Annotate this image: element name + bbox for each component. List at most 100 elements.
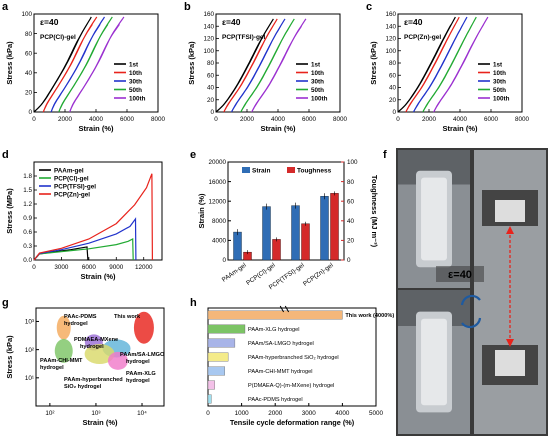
x-tick-label: 0 — [32, 264, 36, 271]
legend-label: 30th — [311, 78, 324, 85]
x-tick-label: 2000 — [58, 116, 73, 123]
y-axis-label: Stress (kPa) — [5, 41, 14, 85]
y2-tick-label: 0 — [347, 257, 351, 264]
panel-letter: a — [2, 1, 9, 13]
legend-swatch — [242, 167, 250, 173]
epsilon-label: ε=40 — [222, 17, 241, 27]
legend-label: 10th — [311, 70, 324, 77]
legend-label: PCP(TFSI)-gel — [54, 183, 96, 190]
y-tick-label: 0 — [210, 109, 214, 116]
series-line — [33, 217, 137, 261]
series-line-unload — [413, 24, 464, 113]
scatter-region — [133, 311, 154, 344]
legend-label: 10th — [129, 70, 142, 77]
series-line-unload — [433, 24, 484, 113]
x-axis-label: Tensile cycle deformation range (%) — [230, 418, 355, 427]
y-tick-label: 120 — [203, 36, 214, 43]
scatter-region — [56, 315, 71, 340]
point-label: PAAc-PDMS — [64, 314, 97, 320]
series-line-unload — [405, 24, 456, 113]
x-tick-label: 8000 — [151, 116, 166, 123]
scatter-region — [84, 343, 115, 364]
photo-unstretched-bottom — [398, 290, 470, 434]
y-axis-label: Stress (kPa) — [187, 41, 196, 85]
gel-label: PCP(TFSI)-gel — [222, 34, 266, 41]
y-tick-label: 100 — [21, 11, 32, 18]
x-tick-label: 4000 — [271, 116, 286, 123]
bar — [207, 380, 215, 390]
y-tick-label: 40 — [25, 70, 33, 77]
epsilon-label: ε=40 — [404, 17, 423, 27]
bar-toughness — [301, 223, 310, 261]
plot-frame — [227, 161, 345, 261]
x-tick-label: 0 — [32, 116, 36, 123]
x-tick-label: 12000 — [135, 264, 153, 271]
legend-label: Strain — [252, 168, 270, 175]
y-tick-label: 8000 — [212, 218, 227, 225]
y-tick-label: 120 — [385, 36, 396, 43]
scatter-region — [54, 338, 73, 363]
gel-label: PCP(Cl)-gel — [40, 34, 76, 41]
series-line-unload — [240, 26, 291, 113]
y-tick-label: 20 — [207, 97, 215, 104]
series-line-unload — [58, 24, 109, 113]
point-label: PAAm-CHI-MMT — [40, 358, 83, 364]
x-axis-label: Strain (%) — [442, 124, 478, 133]
x-tick-label: 2000 — [240, 116, 255, 123]
point-label: PDMAEA-MXene — [74, 337, 118, 343]
legend-label: 10th — [493, 70, 506, 77]
x-tick-label: 0 — [396, 116, 400, 123]
bar-strain — [320, 196, 329, 261]
series-line-unload — [50, 24, 101, 113]
legend-swatch — [287, 167, 295, 173]
panel-letter: e — [190, 149, 196, 161]
bar-label: PAAm-hyperbranched SiO₂ hydrogel — [248, 355, 339, 361]
point-label: PAAm-XLG — [126, 371, 156, 377]
y-tick-label: 80 — [389, 60, 397, 67]
y-tick-label: 60 — [25, 50, 33, 57]
legend-label: 30th — [493, 78, 506, 85]
bar-label: PAAm-XLG hydrogel — [248, 327, 300, 333]
bar-label: PAAm/SA-LMGO hydrogel — [248, 341, 314, 347]
series-line — [33, 173, 153, 261]
arrow-head-up — [506, 226, 514, 234]
y-tick-label: 140 — [203, 23, 214, 30]
series-line — [42, 16, 98, 113]
point-label: hydrogel — [40, 365, 64, 371]
x-tick-label: 10² — [45, 410, 54, 417]
legend-label: 1st — [493, 61, 503, 68]
series-line-unload — [33, 24, 88, 113]
cycle-arrow-bottom — [461, 317, 482, 329]
y-tick-label: 4000 — [212, 238, 227, 245]
x-tick-label: 10³ — [91, 410, 100, 417]
axis-break — [279, 305, 285, 313]
series-line-unload — [397, 24, 452, 113]
series-line — [33, 238, 134, 261]
bar-label: PAAc-PDMS hydrogel — [248, 397, 303, 403]
point-label: hydrogel — [126, 378, 150, 384]
point-label: SiO₂ hydrogel — [64, 384, 102, 390]
photo-sample-highlight — [421, 318, 447, 406]
y-tick-label: 0 — [28, 109, 32, 116]
y-tick-label: 60 — [207, 72, 215, 79]
y-tick-label: 10¹ — [25, 375, 34, 382]
y-tick-label: 140 — [385, 23, 396, 30]
x-tick-label: 6000 — [484, 116, 499, 123]
y-tick-label: 160 — [385, 11, 396, 18]
y-axis-label: Stress (kPa) — [5, 335, 14, 379]
x-tick-label: 3000 — [302, 410, 317, 417]
legend-label: PAAm-gel — [54, 167, 84, 174]
x-tick-label: 2000 — [268, 410, 283, 417]
legend-label: Toughness — [297, 168, 332, 175]
legend-label: 50th — [493, 87, 506, 94]
epsilon-label: ε=40 — [448, 269, 472, 281]
legend-label: 50th — [129, 87, 142, 94]
bar-strain — [262, 206, 271, 261]
cycle-arrow-top — [460, 294, 481, 306]
point-label: PAAm/SA-LMGO — [120, 352, 165, 358]
bar — [207, 366, 225, 376]
x-tick-label: 0 — [214, 116, 218, 123]
y-tick-label: 40 — [389, 85, 397, 92]
y-axis-label: Stress (kPa) — [369, 41, 378, 85]
y-tick-label: 10² — [25, 347, 34, 354]
